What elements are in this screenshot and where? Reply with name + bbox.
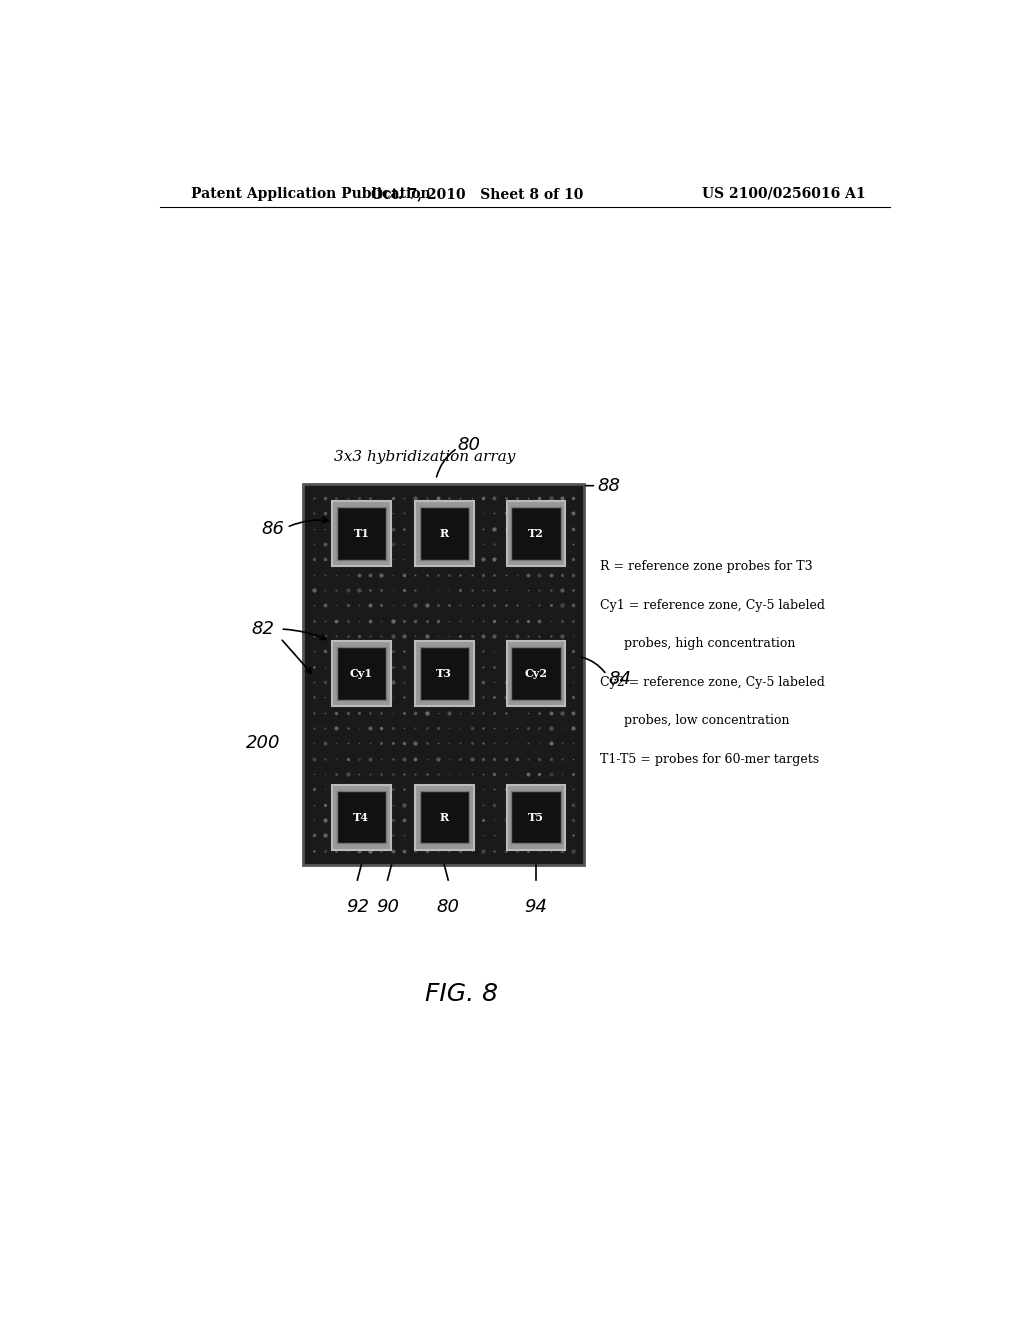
- Bar: [511, 647, 560, 700]
- Bar: [332, 500, 391, 566]
- Text: 86: 86: [261, 520, 285, 539]
- Text: 80: 80: [436, 899, 460, 916]
- Text: 3x3 hybridization array: 3x3 hybridization array: [334, 450, 516, 465]
- Bar: [420, 507, 469, 560]
- Text: FIG. 8: FIG. 8: [425, 982, 498, 1006]
- Text: 200: 200: [246, 734, 280, 752]
- Bar: [420, 791, 469, 843]
- Text: 82: 82: [251, 620, 274, 638]
- Text: US 2100/0256016 A1: US 2100/0256016 A1: [702, 187, 866, 201]
- Text: 88: 88: [598, 477, 621, 495]
- Text: Oct. 7, 2010   Sheet 8 of 10: Oct. 7, 2010 Sheet 8 of 10: [371, 187, 584, 201]
- Bar: [332, 640, 391, 706]
- Bar: [415, 500, 474, 566]
- Bar: [415, 784, 474, 850]
- Text: Cy1 = reference zone, Cy-5 labeled: Cy1 = reference zone, Cy-5 labeled: [600, 598, 825, 611]
- Text: T3: T3: [436, 668, 453, 678]
- Text: probes, low concentration: probes, low concentration: [600, 714, 790, 727]
- Text: Cy2 = reference zone, Cy-5 labeled: Cy2 = reference zone, Cy-5 labeled: [600, 676, 825, 689]
- Text: R: R: [439, 812, 449, 822]
- Bar: [332, 784, 391, 850]
- Bar: [415, 640, 474, 706]
- Bar: [420, 647, 469, 700]
- Text: 94: 94: [524, 899, 548, 916]
- Bar: [337, 791, 386, 843]
- Text: T5: T5: [528, 812, 544, 822]
- Bar: [511, 791, 560, 843]
- Text: 90: 90: [376, 899, 399, 916]
- Text: Cy1: Cy1: [350, 668, 373, 678]
- Bar: [507, 784, 565, 850]
- Text: Cy2: Cy2: [524, 668, 548, 678]
- Text: R = reference zone probes for T3: R = reference zone probes for T3: [600, 560, 813, 573]
- Text: R: R: [439, 528, 449, 539]
- Bar: [337, 647, 386, 700]
- Text: 92: 92: [346, 899, 369, 916]
- Text: T1: T1: [353, 528, 370, 539]
- Bar: [337, 507, 386, 560]
- Text: T2: T2: [528, 528, 544, 539]
- Text: 80: 80: [458, 436, 480, 454]
- Text: T4: T4: [353, 812, 370, 822]
- Text: Patent Application Publication: Patent Application Publication: [191, 187, 431, 201]
- Text: T1-T5 = probes for 60-mer targets: T1-T5 = probes for 60-mer targets: [600, 752, 819, 766]
- Text: probes, high concentration: probes, high concentration: [600, 638, 796, 651]
- Text: 84: 84: [608, 669, 631, 688]
- Bar: [507, 640, 565, 706]
- Bar: [507, 500, 565, 566]
- Bar: [303, 483, 585, 865]
- Bar: [511, 507, 560, 560]
